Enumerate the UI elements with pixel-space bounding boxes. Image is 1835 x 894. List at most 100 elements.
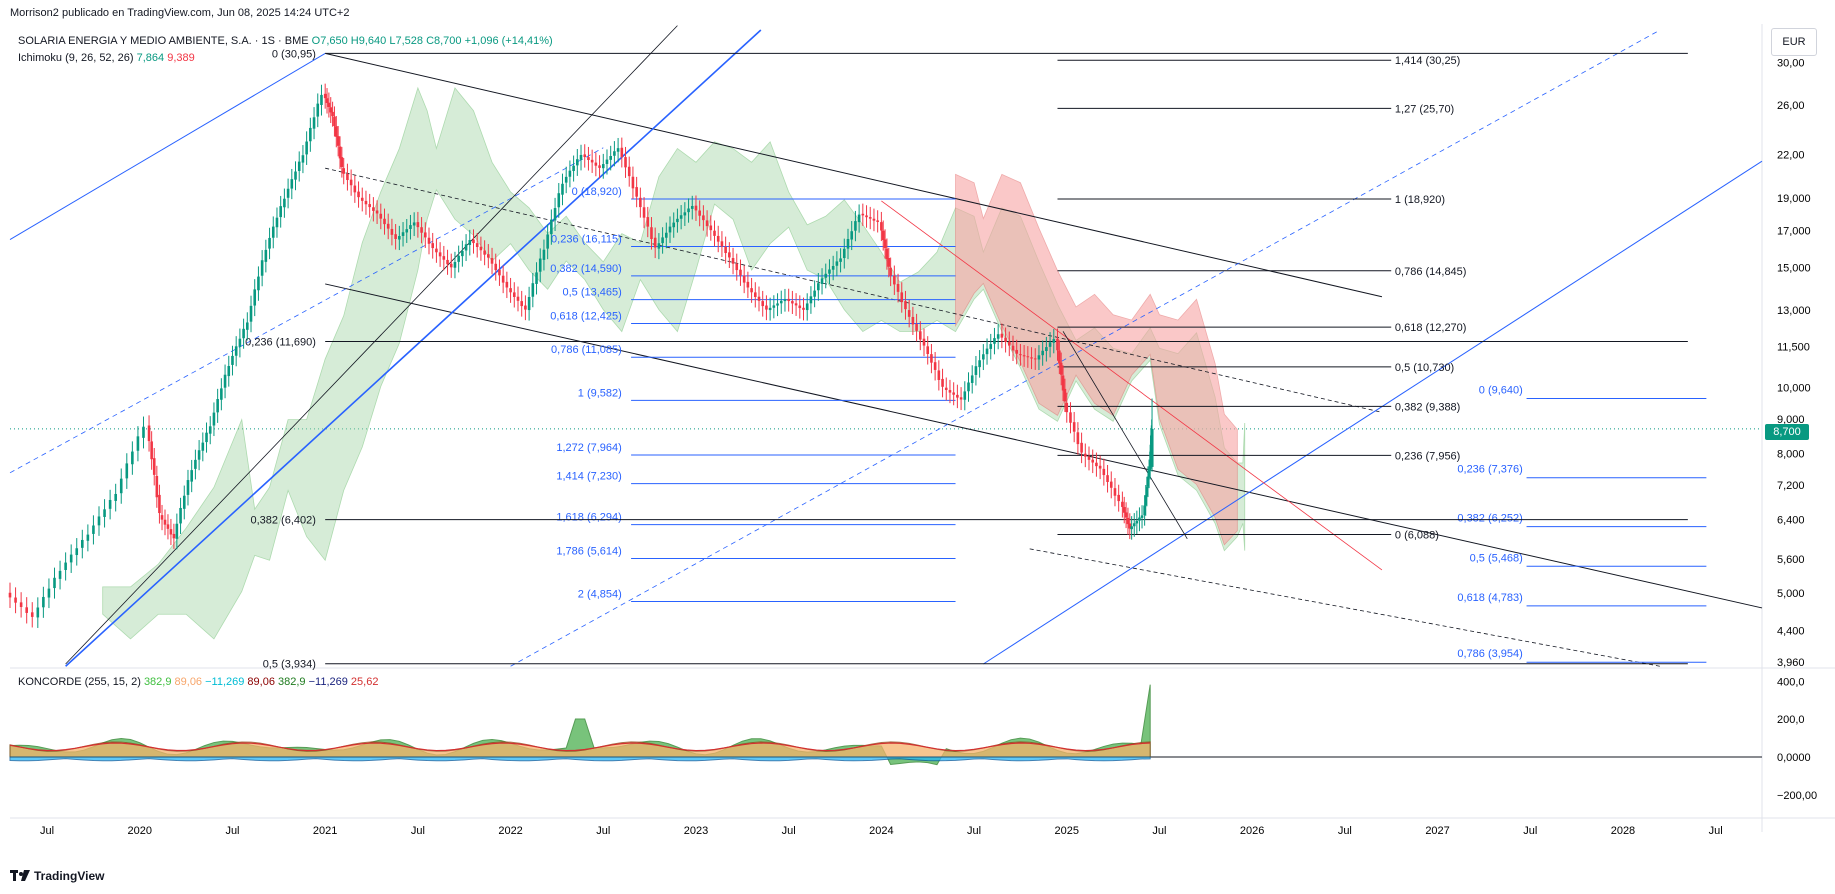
candle-body	[169, 529, 173, 535]
time-tick-label: 2025	[1055, 825, 1079, 837]
candle-body	[970, 375, 974, 383]
candle-body	[309, 127, 312, 142]
candle-body	[690, 205, 694, 209]
candle-body	[249, 305, 253, 322]
trend-line	[65, 25, 678, 665]
time-tick-label: Jul	[40, 825, 54, 837]
candle-body	[446, 259, 449, 265]
candle-body	[97, 516, 101, 526]
koncorde-tick-label: 200,0	[1777, 714, 1805, 726]
koncorde-value: −11,269	[305, 676, 348, 688]
candle-body	[453, 261, 457, 268]
price-tick-label: 5,000	[1777, 588, 1805, 600]
candle-body	[750, 288, 753, 293]
ichimoku-legend[interactable]: Ichimoku (9, 26, 52, 26) 7,864 9,389	[18, 52, 195, 64]
candle-body	[216, 399, 219, 413]
candle-body	[657, 243, 661, 249]
time-tick-label: 2028	[1611, 825, 1635, 837]
time-tick-label: 2026	[1240, 825, 1264, 837]
candle-body	[1004, 337, 1007, 342]
price-tick-label: 17,000	[1777, 226, 1811, 238]
candle-body	[605, 159, 609, 164]
trend-line	[1029, 548, 1661, 667]
fib-level-label: 0,618 (12,270)	[1395, 322, 1467, 334]
candle-body	[635, 187, 638, 197]
candle-body	[1124, 512, 1128, 518]
price-tick-label: 7,200	[1777, 480, 1805, 492]
candle-body	[885, 248, 889, 260]
candle-body	[809, 296, 813, 304]
koncorde-axis[interactable]: 400,0 200,0 0,0000 −200,00	[1777, 676, 1817, 801]
time-tick-label: Jul	[596, 825, 610, 837]
candle-body	[757, 296, 761, 301]
candle-body	[720, 241, 724, 247]
ichimoku-label[interactable]: Ichimoku (9, 26, 52, 26)	[18, 52, 134, 64]
candle-body	[896, 283, 900, 292]
candle-body	[246, 322, 249, 330]
candle-body	[948, 390, 952, 393]
fib-level-label: 0,236 (7,956)	[1395, 450, 1460, 462]
currency-button[interactable]: EUR	[1771, 28, 1817, 56]
candle-body	[881, 230, 885, 241]
koncorde-legend[interactable]: KONCORDE (255, 15, 2) 382,9 89,06 −11,26…	[18, 676, 378, 688]
candle-body	[911, 316, 915, 325]
candle-body	[993, 338, 996, 344]
candle-body	[468, 240, 472, 245]
candle-body	[238, 338, 242, 347]
candle-body	[290, 179, 294, 189]
candle-body	[357, 191, 360, 198]
candle-body	[872, 218, 876, 221]
candle-body	[1022, 355, 1026, 357]
candle-body	[1146, 476, 1150, 487]
candle-body	[546, 234, 549, 249]
candle-body	[234, 346, 238, 356]
candle-body	[661, 237, 664, 244]
candle-body	[776, 303, 779, 306]
candle-body	[416, 222, 420, 228]
candle-body	[264, 249, 268, 262]
time-tick-label: Jul	[782, 825, 796, 837]
candle-body	[301, 155, 305, 163]
symbol-name[interactable]: SOLARIA ENERGIA Y MEDIO AMBIENTE, S.A. ·…	[18, 35, 309, 47]
koncorde-values: 382,9 89,06 −11,269 89,06 382,9 −11,269 …	[144, 676, 379, 688]
brand-name: TradingView	[34, 869, 105, 883]
koncorde-pane	[9, 684, 1762, 766]
price-tick-label: 19,000	[1777, 193, 1811, 205]
candle-body	[47, 588, 51, 598]
candle-body	[985, 348, 989, 355]
candle-body	[512, 292, 516, 297]
candle-body	[1061, 375, 1065, 391]
candle-body	[1080, 442, 1083, 453]
symbol-legend[interactable]: SOLARIA ENERGIA Y MEDIO AMBIENTE, S.A. ·…	[18, 35, 553, 47]
candle-body	[724, 246, 727, 254]
time-tick-label: 2023	[684, 825, 708, 837]
fib-level-label: 0,382 (9,388)	[1395, 401, 1460, 413]
candle-body	[223, 374, 227, 388]
fib-level-label: 1,618 (6,294)	[556, 512, 621, 524]
candle-body	[779, 300, 783, 304]
price-tick-label: 10,000	[1777, 383, 1811, 395]
candle-body	[967, 382, 970, 392]
time-axis[interactable]: Jul 2020 Jul 2021 Jul 2022 Jul 2023 Jul 2024 Jul 20…	[40, 825, 1723, 837]
tradingview-logo[interactable]: TradingView	[10, 869, 104, 883]
candle-body	[542, 249, 546, 260]
candle-body	[557, 193, 561, 208]
price-tick-label: 15,000	[1777, 263, 1811, 275]
candle-body	[457, 255, 460, 262]
candle-body	[58, 570, 62, 579]
koncorde-label[interactable]: KONCORDE (255, 15, 2)	[18, 676, 141, 688]
candle-body	[1109, 481, 1113, 488]
koncorde-blue-area	[9, 756, 1151, 762]
candle-body	[461, 250, 464, 257]
tradingview-icon	[10, 870, 30, 881]
candle-body	[166, 524, 170, 529]
candle-body	[728, 252, 731, 258]
candle-body	[364, 200, 368, 205]
price-axis[interactable]: 30,00 26,00 22,00 19,000 17,000 15,000 13,000 1…	[1777, 58, 1811, 669]
candle-body	[25, 607, 28, 613]
grid	[10, 24, 1835, 832]
candle-body	[915, 324, 918, 331]
candle-body	[883, 239, 887, 249]
candle-body	[820, 278, 824, 284]
